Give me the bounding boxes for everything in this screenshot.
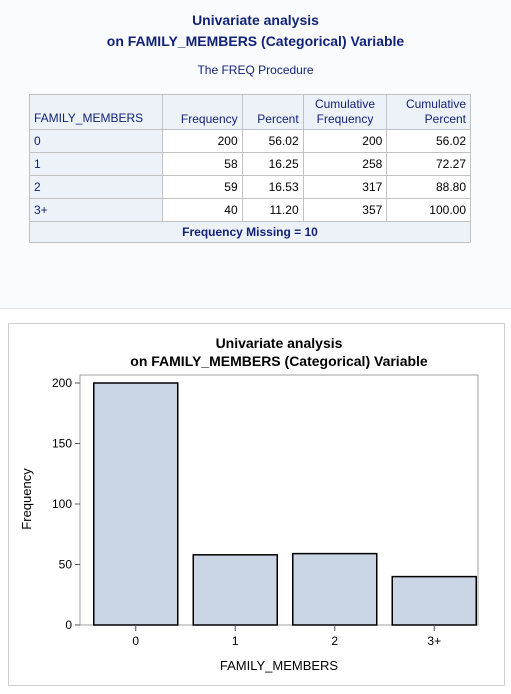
row-percent: 11.20	[241, 198, 304, 222]
x-axis-label: FAMILY_MEMBERS	[220, 658, 339, 673]
y-tick-label: 200	[52, 376, 72, 390]
row-percent: 16.25	[241, 152, 304, 176]
bar	[93, 382, 179, 626]
header-cum-freq-line1: Cumulative	[314, 97, 375, 111]
row-cum-percent: 88.80	[386, 175, 471, 199]
proc-title: The FREQ Procedure	[197, 63, 314, 77]
report-title: Univariate analysis	[192, 12, 319, 28]
bar	[292, 552, 378, 626]
bar	[192, 554, 278, 626]
row-percent: 16.53	[241, 175, 304, 199]
row-cum-frequency: 317	[302, 175, 388, 199]
plot-frame	[79, 374, 479, 626]
bar-chart: Univariate analysis on FAMILY_MEMBERS (Ca…	[19, 335, 479, 673]
freq-report-panel: Univariate analysis on FAMILY_MEMBERS (C…	[0, 0, 511, 309]
x-tick-label: 2	[331, 634, 338, 648]
row-cum-frequency: 200	[302, 129, 388, 153]
row-level: 1	[29, 152, 163, 176]
chart-panel: Univariate analysis on FAMILY_MEMBERS (Ca…	[8, 323, 505, 686]
chart-title: Univariate analysis	[216, 335, 343, 351]
y-tick-label: 100	[52, 497, 72, 511]
report-subtitle: on FAMILY_MEMBERS (Categorical) Variable	[106, 33, 405, 49]
table-row: 3+ 40 11.20 357 100.00	[29, 198, 471, 222]
table-footer-row: Frequency Missing = 10	[29, 221, 471, 243]
row-percent: 56.02	[241, 129, 304, 153]
row-cum-percent: 56.02	[386, 129, 471, 153]
y-axis-label: Frequency	[19, 468, 34, 530]
row-cum-percent: 72.27	[386, 152, 471, 176]
table-header-row: FAMILY_MEMBERS Frequency Percent Cumulat…	[29, 94, 471, 130]
header-percent: Percent	[241, 94, 304, 130]
row-level: 2	[29, 175, 163, 199]
row-frequency: 40	[162, 198, 243, 222]
table-row: 1 58 16.25 258 72.27	[29, 152, 471, 176]
frequency-missing-note: Frequency Missing = 10	[29, 221, 471, 243]
header-cumulative-frequency: Cumulative Frequency	[302, 94, 388, 130]
row-cum-percent: 100.00	[386, 198, 471, 222]
y-tick-label: 50	[59, 558, 73, 572]
header-frequency: Frequency	[162, 94, 243, 130]
header-cum-freq-line2: Frequency	[316, 112, 374, 126]
header-cum-pct-line1: Cumulative	[405, 97, 466, 111]
x-tick-label: 3+	[427, 634, 441, 648]
row-frequency: 58	[162, 152, 243, 176]
chart-subtitle: on FAMILY_MEMBERS (Categorical) Variable	[130, 353, 428, 369]
row-frequency: 59	[162, 175, 243, 199]
table-row: 0 200 56.02 200 56.02	[29, 129, 471, 153]
header-cum-pct-line2: Percent	[424, 112, 466, 126]
row-frequency: 200	[162, 129, 243, 153]
bar	[391, 575, 477, 626]
row-cum-frequency: 258	[302, 152, 388, 176]
row-level: 0	[29, 129, 163, 153]
header-variable: FAMILY_MEMBERS	[29, 94, 163, 130]
header-cumulative-percent: Cumulative Percent	[386, 94, 471, 130]
frequency-table: FAMILY_MEMBERS Frequency Percent Cumulat…	[29, 94, 471, 243]
row-cum-frequency: 357	[302, 198, 388, 222]
x-tick-label: 0	[132, 634, 139, 648]
y-tick-label: 150	[52, 437, 72, 451]
y-tick-label: 0	[65, 618, 72, 632]
table-row: 2 59 16.53 317 88.80	[29, 175, 471, 199]
row-level: 3+	[29, 198, 163, 222]
x-tick-label: 1	[232, 634, 239, 648]
